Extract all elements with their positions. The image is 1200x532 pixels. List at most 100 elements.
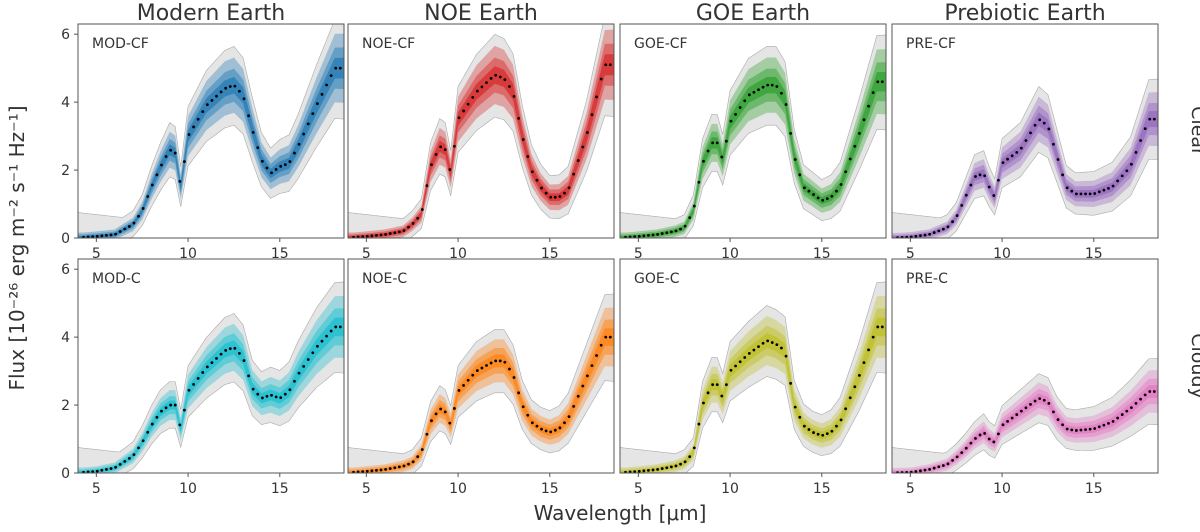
data-point <box>302 364 306 368</box>
data-point <box>164 406 168 410</box>
data-point <box>715 383 719 387</box>
data-point <box>1042 121 1046 125</box>
x-tick-label: 10 <box>179 481 197 497</box>
data-point <box>297 142 301 146</box>
data-point <box>802 186 806 190</box>
panel-frame <box>891 258 1159 474</box>
data-point <box>725 139 728 143</box>
data-point <box>169 148 173 152</box>
panel-frame <box>77 23 345 239</box>
row-label-clear: Clear <box>1187 106 1200 156</box>
data-point <box>1056 158 1060 161</box>
data-point <box>489 361 493 365</box>
data-point <box>127 225 131 228</box>
data-point <box>914 234 918 238</box>
data-point <box>1019 409 1023 413</box>
data-point <box>1152 390 1156 393</box>
data-point <box>692 446 696 450</box>
data-point <box>306 122 310 126</box>
x-tick-label: 15 <box>813 481 831 497</box>
data-point <box>789 131 793 135</box>
data-point <box>1102 188 1106 192</box>
data-point <box>720 394 724 398</box>
data-point <box>987 437 991 441</box>
panel-frame <box>347 258 615 474</box>
data-point <box>402 229 406 232</box>
data-point <box>563 421 566 425</box>
panel-tag: NOE-CF <box>362 36 415 52</box>
data-point <box>1029 402 1032 406</box>
posterior-band-outer <box>892 92 1158 238</box>
data-point <box>448 168 452 171</box>
data-point <box>238 352 241 355</box>
panel-frame <box>619 23 887 239</box>
data-point <box>1107 422 1110 425</box>
data-point <box>1061 423 1065 427</box>
data-point <box>1006 419 1009 423</box>
data-point <box>370 234 374 238</box>
data-point <box>844 407 848 411</box>
data-point <box>909 235 913 238</box>
data-point <box>420 448 424 451</box>
panel-goe-cf: GOE-CF 5 10 15 <box>619 23 887 262</box>
data-point <box>880 80 884 84</box>
data-point <box>114 465 118 469</box>
data-point <box>992 194 996 197</box>
data-point <box>233 84 237 88</box>
data-point <box>279 164 283 168</box>
data-point <box>702 159 705 163</box>
data-point <box>471 373 475 377</box>
data-point <box>512 376 516 379</box>
data-point <box>242 359 246 362</box>
data-point <box>210 99 214 102</box>
envelope-band-grey <box>620 281 886 473</box>
data-point <box>1111 419 1115 423</box>
data-point <box>766 339 770 343</box>
data-point <box>517 391 521 395</box>
data-point <box>679 462 682 466</box>
data-point <box>411 221 415 225</box>
data-point <box>793 405 797 409</box>
data-point <box>173 151 177 155</box>
data-point <box>242 97 246 101</box>
data-point <box>95 234 99 238</box>
data-point <box>738 106 742 109</box>
data-point <box>599 77 603 81</box>
data-point <box>1102 423 1106 427</box>
data-point <box>590 113 594 117</box>
data-point <box>761 341 765 345</box>
data-point <box>283 392 287 396</box>
data-point <box>647 468 650 472</box>
y-tick-label: 6 <box>61 262 70 278</box>
posterior-band-outer <box>620 295 886 473</box>
data-point <box>1056 418 1060 422</box>
data-point <box>215 94 218 98</box>
data-point <box>233 346 237 350</box>
data-point <box>969 441 973 445</box>
data-point <box>1001 161 1005 164</box>
data-point <box>955 455 959 459</box>
data-point <box>288 160 292 163</box>
data-point <box>549 195 553 199</box>
data-point <box>192 125 195 129</box>
x-tick-label: 5 <box>634 246 643 262</box>
data-point <box>987 185 991 189</box>
data-point <box>683 224 687 228</box>
data-point <box>1052 410 1055 414</box>
data-point <box>807 189 811 193</box>
data-point <box>807 428 811 431</box>
data-point <box>964 193 968 197</box>
data-point <box>375 233 378 237</box>
data-point <box>784 354 788 358</box>
x-tick-label: 10 <box>993 481 1011 497</box>
data-point <box>1047 401 1051 405</box>
data-point <box>521 405 525 409</box>
data-point <box>567 186 571 190</box>
data-point <box>937 229 941 233</box>
data-point <box>802 424 806 428</box>
data-point <box>173 403 177 407</box>
data-point <box>604 335 608 339</box>
data-point <box>183 160 186 163</box>
data-point <box>1143 127 1147 131</box>
data-point <box>549 430 553 434</box>
